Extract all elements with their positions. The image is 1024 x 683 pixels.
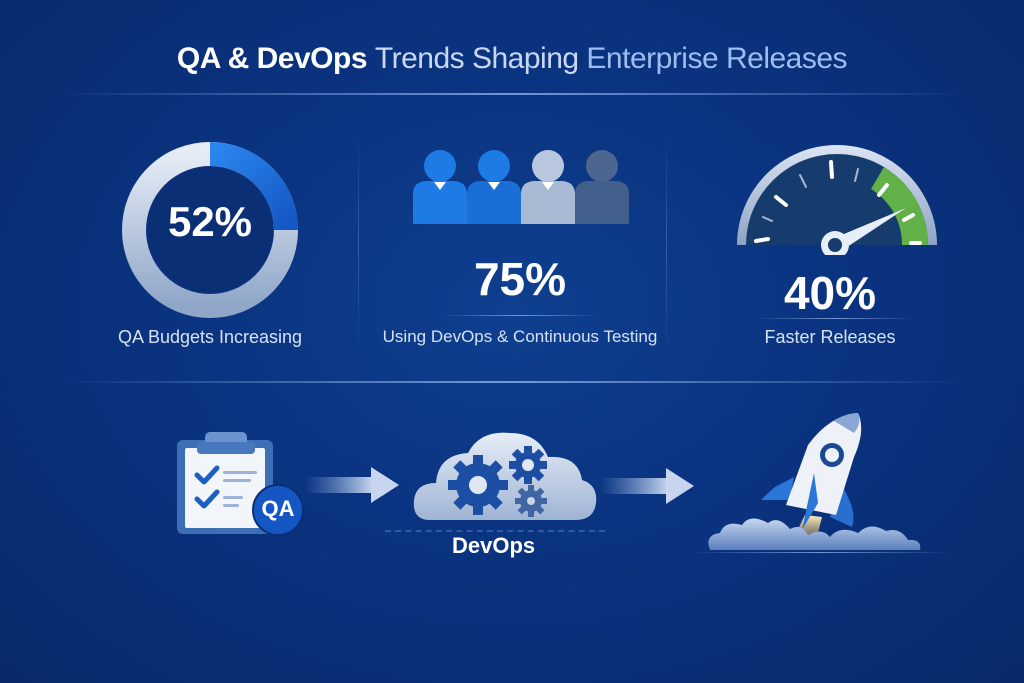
clipboard-checklist-icon: QA: [175, 428, 305, 538]
stat-value: 40%: [783, 267, 877, 319]
title-part-2: Trends Shaping: [374, 42, 579, 75]
speedometer-icon: [734, 145, 940, 259]
stat-value: 52%: [167, 198, 253, 245]
title-divider: [60, 93, 964, 95]
rocket-launch-icon: [690, 405, 950, 555]
ground-line: [690, 552, 950, 553]
title-part-3: Enterprise Releases: [586, 42, 848, 75]
dash-decor: [385, 530, 605, 536]
devops-label: DevOps: [452, 533, 536, 558]
stat-qa-budgets: 52%: [100, 198, 320, 246]
title-part-1: QA & DevOps: [176, 42, 368, 75]
stat-label: QA Budgets Increasing: [117, 327, 303, 347]
stat-divider: [755, 318, 915, 319]
column-divider: [358, 130, 359, 355]
cloud-gears-icon: [410, 425, 600, 525]
donut-chart-icon: [121, 141, 299, 319]
qa-badge: QA: [261, 496, 295, 521]
stat-devops-usage: 75%: [410, 252, 630, 306]
page-title: QA & DevOps Trends Shaping Enterprise Re…: [0, 42, 1024, 76]
stat-label: Faster Releases: [764, 327, 896, 347]
arrow-right-icon: [305, 465, 400, 505]
stat-faster-releases: 40%: [720, 266, 940, 320]
stat-label: Using DevOps & Continuous Testing: [382, 327, 658, 346]
stat-divider: [440, 315, 600, 316]
arrow-right-icon: [600, 466, 695, 506]
column-divider: [666, 130, 667, 355]
people-group-icon: [410, 146, 630, 226]
section-divider: [60, 381, 964, 383]
stat-value: 75%: [473, 253, 567, 305]
